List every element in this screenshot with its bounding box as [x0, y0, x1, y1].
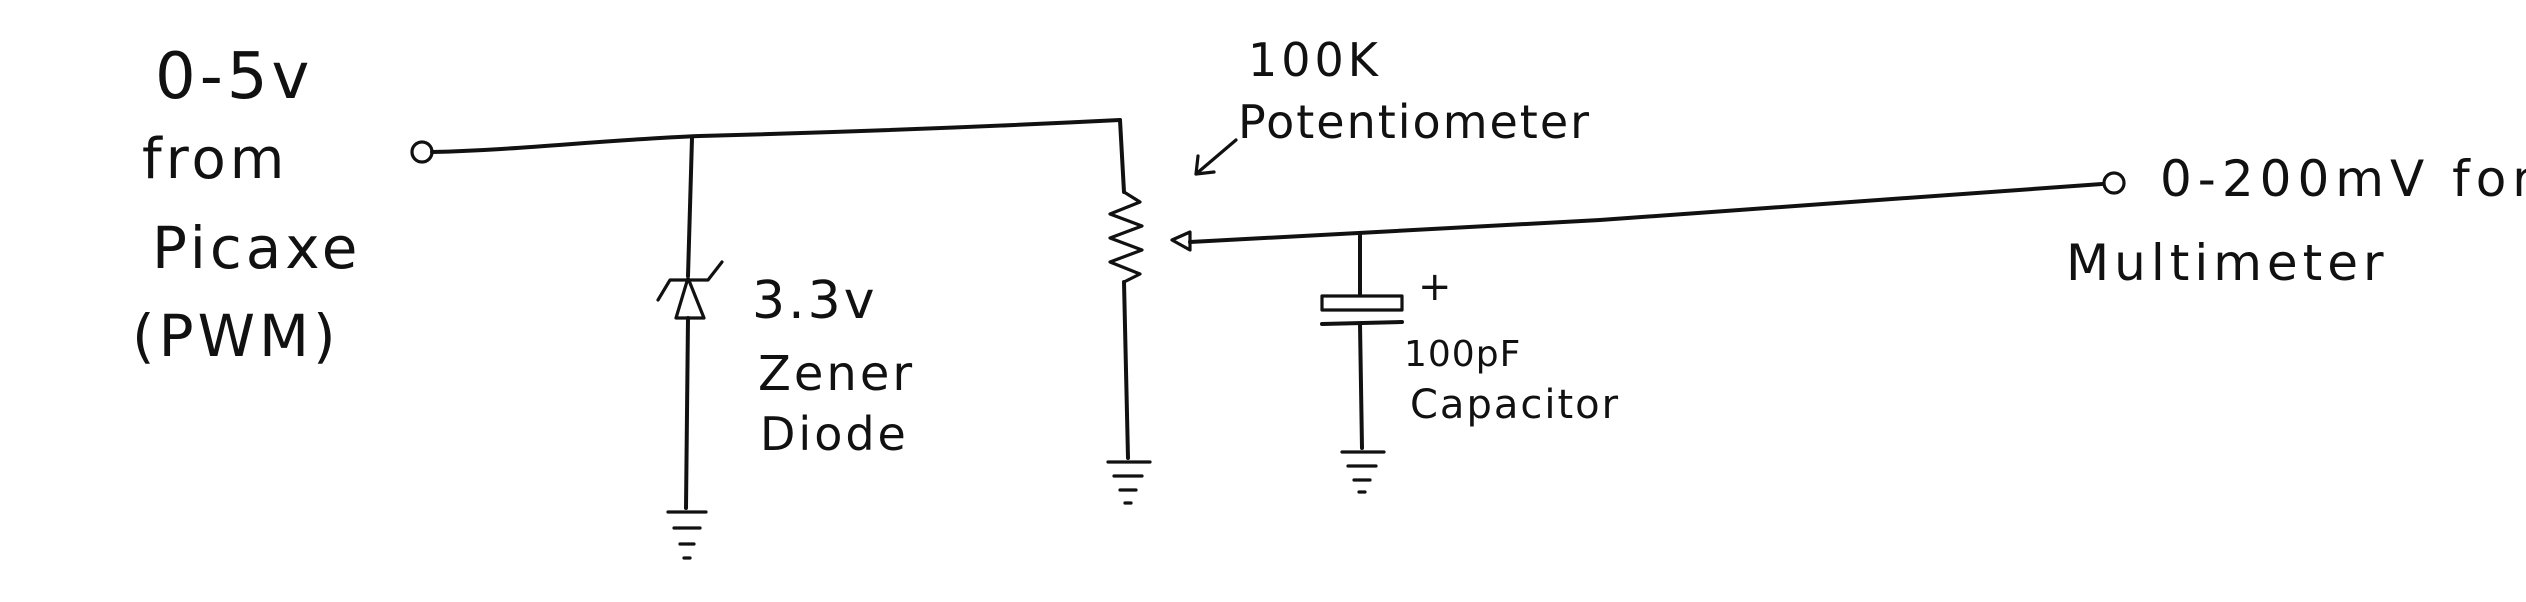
cap-value: 100pF [1404, 334, 1521, 375]
cap-plate-negative [1320, 320, 1404, 326]
output-terminal [2102, 171, 2126, 195]
zener-label: 3.3v Zener Diode [752, 271, 915, 461]
output-label: 0-200mV for Multimeter [2066, 150, 2526, 292]
cap-name: Capacitor [1410, 382, 1620, 428]
zener-diode [656, 136, 724, 510]
output-range: 0-200mV for [2160, 150, 2526, 208]
zener-triangle [674, 276, 706, 320]
pot-name: Potentiometer [1238, 95, 1591, 149]
cap-lead-bottom [1358, 322, 1364, 450]
pot-wiper-arrow [1170, 230, 1192, 252]
input-source-text: Picaxe [152, 214, 361, 282]
zener-voltage: 3.3v [752, 271, 877, 331]
cap-polarity-mark: + [1418, 264, 1452, 310]
input-from-text: from [142, 127, 288, 192]
cap-plate-positive [1320, 294, 1404, 312]
top-wire [430, 118, 1122, 154]
output-wire [1188, 182, 2104, 244]
input-voltage-range: 0-5v [155, 40, 313, 114]
capacitor [1320, 232, 1404, 450]
ground-symbol-capacitor [1340, 450, 1386, 494]
input-label: 0-5v from Picaxe (PWM) [132, 40, 361, 370]
zener-diode-text: Diode [760, 407, 909, 461]
zener-lead-top [686, 136, 694, 278]
output-destination: Multimeter [2066, 234, 2389, 292]
input-pwm-text: (PWM) [132, 302, 340, 370]
zener-bar [656, 260, 724, 302]
ground-symbol-pot [1106, 460, 1152, 505]
zener-type: Zener [758, 346, 915, 402]
pot-label-pointer [1194, 138, 1238, 176]
potentiometer [1108, 118, 1192, 460]
pot-zigzag [1108, 190, 1144, 284]
input-terminal [410, 140, 434, 164]
potentiometer-label: 100K Potentiometer [1194, 33, 1591, 176]
ground-symbol-zener [666, 510, 708, 560]
pot-lead-top [1118, 118, 1126, 194]
capacitor-label: + 100pF Capacitor [1404, 264, 1620, 428]
pot-value: 100K [1248, 33, 1382, 87]
pot-lead-bottom [1122, 280, 1130, 460]
zener-lead-bottom [684, 316, 690, 510]
